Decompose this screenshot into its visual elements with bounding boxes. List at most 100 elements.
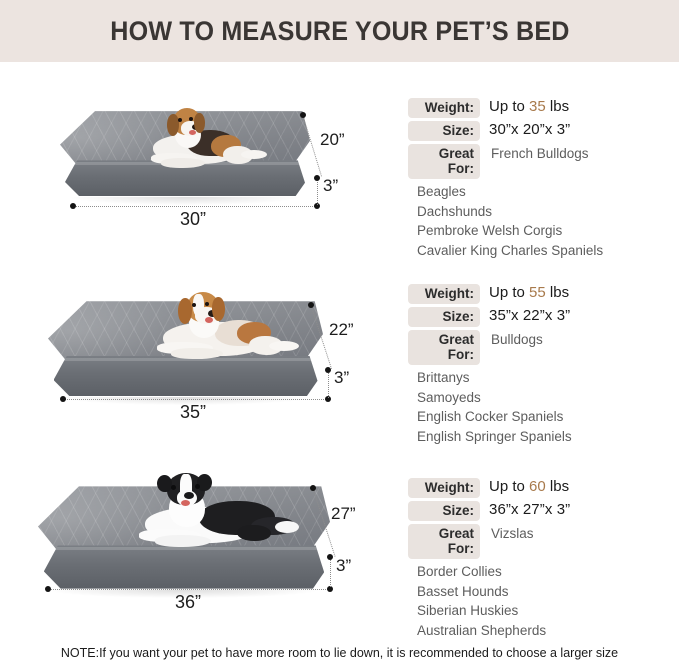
spec-row-size: Size: 35”x 22”x 3” bbox=[408, 307, 679, 327]
breed-item: Dachshunds bbox=[417, 203, 493, 219]
dim-dot-mid-right bbox=[325, 367, 331, 373]
weight-value: Up to 60 lbs bbox=[480, 478, 569, 495]
size-row-large: 36” 3” 27” Weight: Up to 60 lbs Size: 36… bbox=[0, 440, 679, 638]
weight-prefix: Up to bbox=[489, 478, 525, 495]
spec-panel-medium: Weight: Up to 55 lbs Size: 35”x 22”x 3” … bbox=[408, 284, 679, 446]
breed-item: French Bulldogs bbox=[491, 146, 589, 161]
page-header: HOW TO MEASURE YOUR PET’S BED bbox=[0, 0, 679, 62]
size-value: 35”x 22”x 3” bbox=[489, 307, 571, 324]
weight-number: 55 bbox=[529, 284, 546, 301]
great-for-label: Great For: bbox=[408, 524, 480, 559]
breed-item: Samoyeds bbox=[417, 389, 481, 405]
size-row-medium: 35” 3” 22” Weight: Up to 55 lbs Size: 35… bbox=[0, 258, 679, 444]
spec-row-great-for: Great For: Bulldogs bbox=[408, 330, 679, 365]
dim-dot-mid-right bbox=[314, 175, 320, 181]
dim-line-height bbox=[317, 177, 318, 205]
breed-list: Border Collies Basset Hounds Siberian Hu… bbox=[408, 562, 679, 640]
product-illustration-large: 36” 3” 27” bbox=[0, 440, 400, 625]
breed-item: Bulldogs bbox=[491, 332, 543, 347]
dim-label-width: 36” bbox=[175, 592, 202, 612]
weight-value: Up to 55 lbs bbox=[480, 284, 569, 301]
footer-note: NOTE:If you want your pet to have more r… bbox=[60, 646, 619, 660]
weight-number: 35 bbox=[529, 98, 546, 115]
dog-border-collie bbox=[133, 473, 301, 555]
great-for-label: Great For: bbox=[408, 330, 480, 365]
spec-row-great-for: Great For: Vizslas bbox=[408, 524, 679, 559]
dim-dot-bottom-left bbox=[45, 586, 51, 592]
dim-line-height bbox=[330, 556, 331, 587]
dog-brittany bbox=[153, 292, 303, 364]
spec-row-size: Size: 30”x 20”x 3” bbox=[408, 121, 679, 141]
spec-panel-large: Weight: Up to 60 lbs Size: 36”x 27”x 3” … bbox=[408, 478, 679, 640]
breed-item: Vizslas bbox=[491, 526, 534, 541]
weight-label: Weight: bbox=[408, 478, 480, 498]
dim-label-depth: 20” bbox=[320, 130, 345, 149]
great-for-label: Great For: bbox=[408, 144, 480, 179]
spec-row-weight: Weight: Up to 55 lbs bbox=[408, 284, 679, 304]
breed-list: Brittanys Samoyeds English Cocker Spanie… bbox=[408, 368, 679, 446]
dim-dot-top-right bbox=[310, 485, 316, 491]
spec-panel-small: Weight: Up to 35 lbs Size: 30”x 20”x 3” … bbox=[408, 98, 679, 260]
dim-label-depth: 27” bbox=[331, 504, 356, 523]
bed-shadow bbox=[70, 197, 300, 205]
weight-unit: lbs bbox=[549, 284, 570, 301]
bed-shadow bbox=[59, 397, 312, 405]
product-illustration-small: 30” 3” 20” bbox=[0, 80, 400, 255]
breed-item: Pembroke Welsh Corgis bbox=[417, 223, 563, 238]
weight-label: Weight: bbox=[408, 98, 480, 118]
breed-item: Siberian Huskies bbox=[417, 603, 519, 618]
weight-number: 60 bbox=[529, 478, 546, 495]
dim-label-width: 35” bbox=[180, 402, 207, 422]
dim-label-depth: 22” bbox=[329, 320, 354, 339]
bed-shadow bbox=[49, 590, 319, 598]
spec-row-weight: Weight: Up to 60 lbs bbox=[408, 478, 679, 498]
page-title: HOW TO MEASURE YOUR PET’S BED bbox=[109, 15, 570, 46]
size-label: Size: bbox=[408, 501, 480, 521]
dog-beagle bbox=[145, 108, 275, 170]
breed-item: Australian Shepherds bbox=[417, 622, 547, 638]
dim-dot-bottom-right bbox=[327, 586, 333, 592]
weight-value: Up to 35 lbs bbox=[480, 98, 569, 115]
size-label: Size: bbox=[408, 121, 480, 141]
bed-front-edge bbox=[53, 356, 318, 396]
dim-line-height bbox=[328, 369, 329, 398]
bed-front-edge bbox=[43, 545, 325, 589]
weight-unit: lbs bbox=[549, 478, 570, 495]
dim-label-width: 30” bbox=[180, 209, 207, 229]
dim-line-width bbox=[48, 589, 330, 590]
dim-dot-bottom-right bbox=[325, 396, 331, 402]
weight-unit: lbs bbox=[549, 98, 570, 115]
spec-row-weight: Weight: Up to 35 lbs bbox=[408, 98, 679, 118]
pet-bed-large bbox=[38, 473, 330, 598]
size-row-small: 30” 3” 20” Weight: Up to 35 lbs Size: 30… bbox=[0, 80, 679, 258]
breed-item: Cavalier King Charles Spaniels bbox=[417, 242, 604, 258]
dim-label-height: 3” bbox=[336, 556, 352, 575]
breed-item: Beagles bbox=[417, 184, 466, 199]
dim-dot-top-right bbox=[308, 302, 314, 308]
pet-bed-small bbox=[60, 108, 310, 205]
spec-row-great-for: Great For: French Bulldogs bbox=[408, 144, 679, 179]
dim-dot-top-right bbox=[300, 112, 306, 118]
dim-dot-bottom-right bbox=[314, 203, 320, 209]
dim-dot-bottom-left bbox=[70, 203, 76, 209]
breed-list: Beagles Dachshunds Pembroke Welsh Corgis… bbox=[408, 182, 679, 260]
breed-item: Basset Hounds bbox=[417, 583, 509, 599]
dim-dot-mid-right bbox=[327, 554, 333, 560]
breed-item: English Springer Spaniels bbox=[417, 428, 572, 444]
breed-item: Brittanys bbox=[417, 370, 470, 385]
dim-label-height: 3” bbox=[334, 368, 350, 387]
dim-dot-bottom-left bbox=[60, 396, 66, 402]
pet-bed-medium bbox=[48, 292, 323, 405]
dim-line-width bbox=[73, 206, 317, 207]
spec-row-size: Size: 36”x 27”x 3” bbox=[408, 501, 679, 521]
breed-item: English Cocker Spaniels bbox=[417, 409, 564, 424]
size-value: 30”x 20”x 3” bbox=[489, 121, 571, 138]
weight-prefix: Up to bbox=[489, 98, 525, 115]
dim-line-width bbox=[63, 399, 328, 400]
dim-label-height: 3” bbox=[323, 176, 339, 195]
weight-label: Weight: bbox=[408, 284, 480, 304]
size-value: 36”x 27”x 3” bbox=[489, 501, 571, 518]
weight-prefix: Up to bbox=[489, 284, 525, 301]
size-label: Size: bbox=[408, 307, 480, 327]
breed-item: Border Collies bbox=[417, 564, 502, 579]
